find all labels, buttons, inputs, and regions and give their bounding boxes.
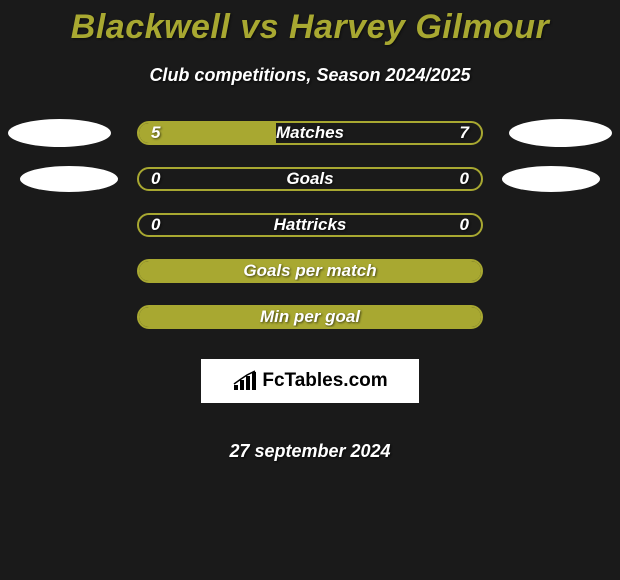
stat-label: Goals per match [243, 261, 376, 281]
player-ellipse-right [509, 119, 612, 147]
stat-bar-goals-per-match: Goals per match [137, 259, 483, 283]
chart-icon [232, 370, 258, 392]
stat-value-left: 5 [151, 123, 160, 143]
player-ellipse-left [20, 166, 118, 192]
stat-row-goals-per-match: Goals per match [0, 259, 620, 283]
stat-bar-matches: 5 Matches 7 [137, 121, 483, 145]
stat-bar-goals: 0 Goals 0 [137, 167, 483, 191]
stat-bar-min-per-goal: Min per goal [137, 305, 483, 329]
stat-value-right: 0 [460, 169, 469, 189]
stats-area: 5 Matches 7 0 Goals 0 0 Hattricks 0 [0, 121, 620, 462]
stat-label: Hattricks [274, 215, 347, 235]
player-ellipse-left [8, 119, 111, 147]
stat-value-right: 0 [460, 215, 469, 235]
main-container: Blackwell vs Harvey Gilmour Club competi… [0, 0, 620, 462]
page-title: Blackwell vs Harvey Gilmour [0, 8, 620, 47]
stat-value-left: 0 [151, 215, 160, 235]
logo-content: FcTables.com [232, 370, 387, 392]
stat-row-goals: 0 Goals 0 [0, 167, 620, 191]
stat-row-matches: 5 Matches 7 [0, 121, 620, 145]
stat-row-min-per-goal: Min per goal [0, 305, 620, 329]
stat-label: Matches [276, 123, 344, 143]
stat-row-hattricks: 0 Hattricks 0 [0, 213, 620, 237]
stat-bar-hattricks: 0 Hattricks 0 [137, 213, 483, 237]
subtitle: Club competitions, Season 2024/2025 [0, 65, 620, 86]
date-text: 27 september 2024 [229, 441, 390, 462]
stat-value-left: 0 [151, 169, 160, 189]
stat-label: Goals [286, 169, 333, 189]
stat-value-right: 7 [460, 123, 469, 143]
logo-text: FcTables.com [262, 370, 387, 392]
stat-label: Min per goal [260, 307, 360, 327]
player-ellipse-right [502, 166, 600, 192]
logo-box[interactable]: FcTables.com [201, 359, 419, 403]
